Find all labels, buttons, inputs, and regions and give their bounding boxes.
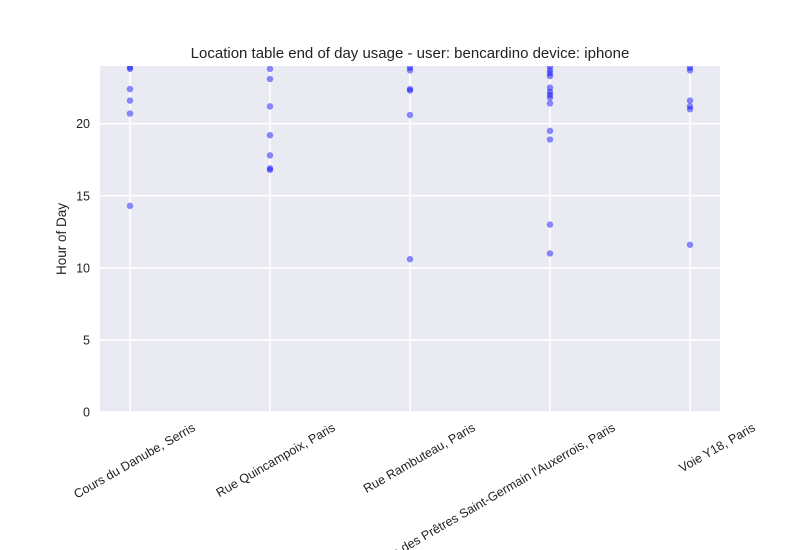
data-point-0-28: [546, 127, 554, 135]
data-point-0-36: [686, 106, 694, 113]
vertical-gridlines: [129, 66, 691, 412]
y-tick-label-3: 15: [76, 189, 90, 203]
data-point-0-3: [126, 97, 134, 104]
data-point-0-26: [546, 94, 554, 101]
y-tick-label-0: 0: [83, 406, 90, 420]
data-point-0-6: [266, 66, 274, 73]
data-point-0-7: [266, 75, 274, 83]
data-point-0-30: [546, 221, 554, 228]
data-point-0-31: [546, 250, 554, 257]
data-point-0-14: [406, 67, 414, 74]
data-point-0-10: [266, 152, 274, 159]
data-point-0-16: [406, 87, 414, 94]
x-tick-label-4: Voie Y18, Paris: [677, 420, 758, 475]
data-point-0-11: [266, 165, 274, 172]
data-point-0-5: [126, 202, 134, 210]
data-point-0-27: [546, 100, 554, 107]
y-tick-labels: 0 5 10 15 20: [76, 117, 90, 419]
data-point-0-32: [686, 66, 694, 71]
y-tick-label-2: 10: [76, 261, 90, 275]
data-point-0-34: [686, 97, 694, 104]
data-point-0-22: [546, 72, 554, 80]
y-tick-label-1: 5: [83, 333, 90, 347]
data-point-0-33: [686, 67, 694, 74]
data-point-0-18: [406, 255, 414, 263]
data-point-0-1: [126, 66, 134, 73]
data-point-0-35: [686, 103, 694, 110]
data-points: [126, 66, 694, 263]
data-point-0-25: [546, 91, 554, 99]
chart-title: Location table end of day usage - user: …: [191, 45, 630, 62]
data-point-0-23: [546, 84, 554, 91]
data-point-0-8: [266, 103, 274, 110]
data-point-0-21: [546, 70, 554, 77]
data-point-0-24: [546, 88, 554, 96]
data-point-0-17: [406, 111, 414, 119]
x-tick-label-1: Rue Quincampoix, Paris: [214, 420, 338, 500]
y-tick-label-4: 20: [76, 117, 90, 131]
data-point-0-2: [126, 85, 134, 93]
data-point-0-15: [406, 85, 414, 93]
x-tick-label-3: Rue des Prêtres Saint-Germain l'Auxerroi…: [376, 420, 618, 550]
data-point-0-20: [546, 67, 554, 74]
data-point-0-12: [266, 166, 274, 173]
data-point-0-37: [686, 241, 694, 248]
data-point-0-19: [546, 66, 554, 70]
y-axis-label: Hour of Day: [54, 203, 69, 275]
data-point-0-9: [266, 132, 274, 139]
x-tick-labels: Cours du Danube, Serris Rue Quincampoix, …: [71, 420, 757, 550]
x-tick-label-0: Cours du Danube, Serris: [71, 420, 197, 501]
x-tick-label-2: Rue Rambuteau, Paris: [361, 420, 478, 495]
data-point-0-4: [126, 110, 134, 117]
data-point-0-29: [546, 136, 554, 143]
data-point-0-13: [406, 66, 414, 71]
data-point-0-0: [126, 66, 134, 71]
